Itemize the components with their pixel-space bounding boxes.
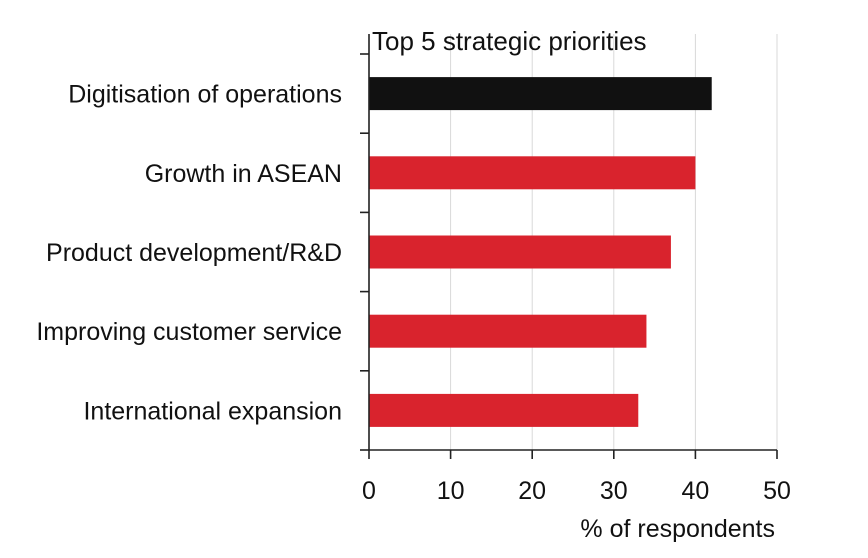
bars — [369, 77, 712, 427]
x-axis-title: % of respondents — [580, 515, 775, 543]
chart-title: Top 5 strategic priorities — [372, 26, 647, 56]
bar-1 — [369, 77, 712, 111]
x-tick-label: 0 — [362, 477, 376, 505]
x-tick-label: 40 — [681, 477, 709, 505]
axes — [360, 34, 778, 459]
x-tick-label: 20 — [518, 477, 546, 505]
category-label: Digitisation of operations — [68, 81, 342, 109]
category-label: Improving customer service — [36, 318, 342, 346]
labels: 0 10 20 30 40 50 Digitisation of operations Gro… — [36, 81, 791, 505]
category-label: Growth in ASEAN — [145, 160, 342, 188]
x-tick-label: 50 — [763, 477, 791, 505]
bar-5 — [369, 393, 639, 427]
x-tick-label: 10 — [437, 477, 465, 505]
bar-2 — [369, 156, 696, 190]
x-tick-label: 30 — [600, 477, 628, 505]
category-label: Product development/R&D — [46, 239, 342, 267]
category-label: International expansion — [83, 397, 342, 425]
bar-4 — [369, 314, 647, 348]
bar-3 — [369, 235, 671, 269]
